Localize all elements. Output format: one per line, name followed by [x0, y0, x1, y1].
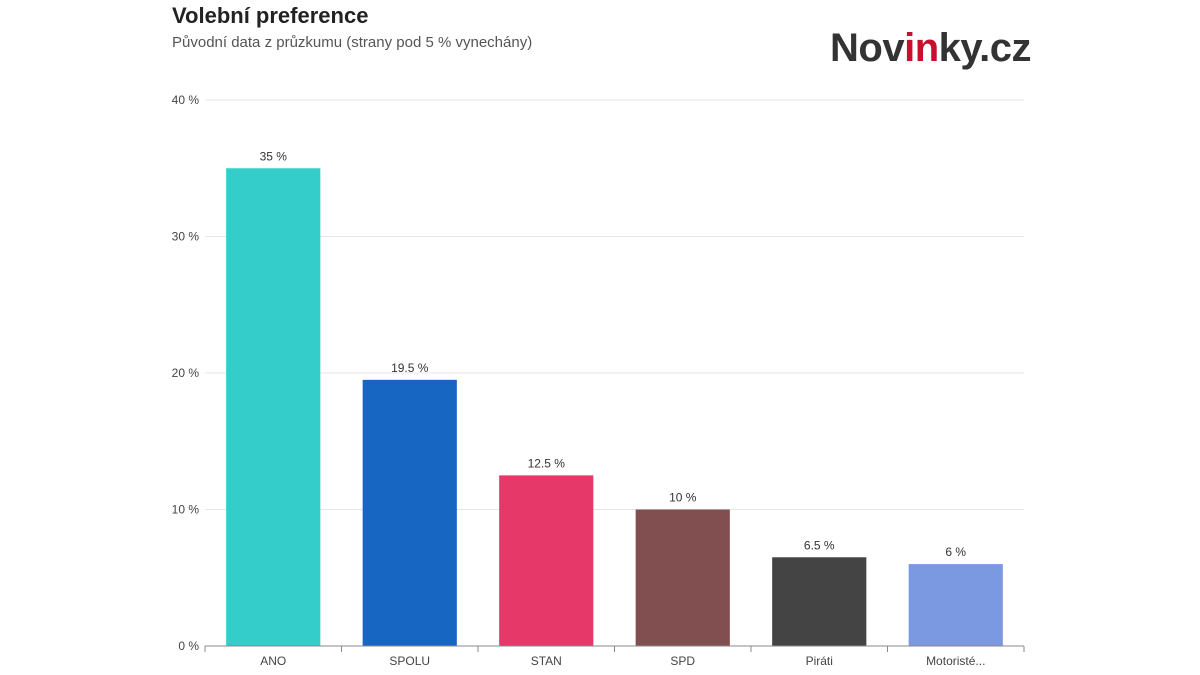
x-tick-label: STAN	[531, 654, 562, 668]
x-tick-label: Motoristé...	[926, 654, 985, 668]
chart-subtitle: Původní data z průzkumu (strany pod 5 % …	[172, 34, 533, 51]
bar	[226, 168, 321, 646]
x-tick-label: Piráti	[806, 654, 833, 668]
x-tick-label: ANO	[260, 654, 286, 668]
x-tick-label: SPD	[670, 654, 695, 668]
y-tick-label: 10 %	[172, 503, 200, 517]
y-tick-label: 30 %	[172, 230, 200, 244]
logo-text-part3: ky.cz	[938, 26, 1032, 70]
x-axis: ANO SPOLU STAN SPD Piráti Motoristé...	[204, 645, 1025, 668]
chart-title: Volební preference	[172, 3, 369, 28]
y-tick-label: 0 %	[178, 639, 199, 653]
logo-text-accent: in	[904, 26, 939, 70]
y-tick-label: 40 %	[172, 93, 200, 107]
bar	[908, 564, 1003, 646]
x-tick-label: SPOLU	[389, 654, 430, 668]
bar	[635, 509, 730, 646]
gridlines	[205, 99, 1024, 510]
logo-text-part1: Nov	[830, 26, 905, 70]
y-tick-label: 20 %	[172, 366, 200, 380]
bar	[772, 557, 867, 646]
data-label: 10 %	[669, 491, 697, 505]
data-label: 6 %	[945, 545, 966, 559]
bar	[499, 475, 594, 646]
y-axis: 0 % 10 % 20 % 30 % 40 %	[172, 93, 200, 653]
bars: 35 % 19.5 % 12.5 % 10 % 6.5 % 6 %	[226, 149, 1003, 646]
novinky-logo: Novinky.cz	[830, 26, 1032, 71]
data-label: 12.5 %	[528, 456, 566, 470]
data-label: 19.5 %	[391, 361, 429, 375]
bar	[362, 379, 457, 646]
data-label: 6.5 %	[804, 538, 835, 552]
data-label: 35 %	[260, 149, 288, 163]
